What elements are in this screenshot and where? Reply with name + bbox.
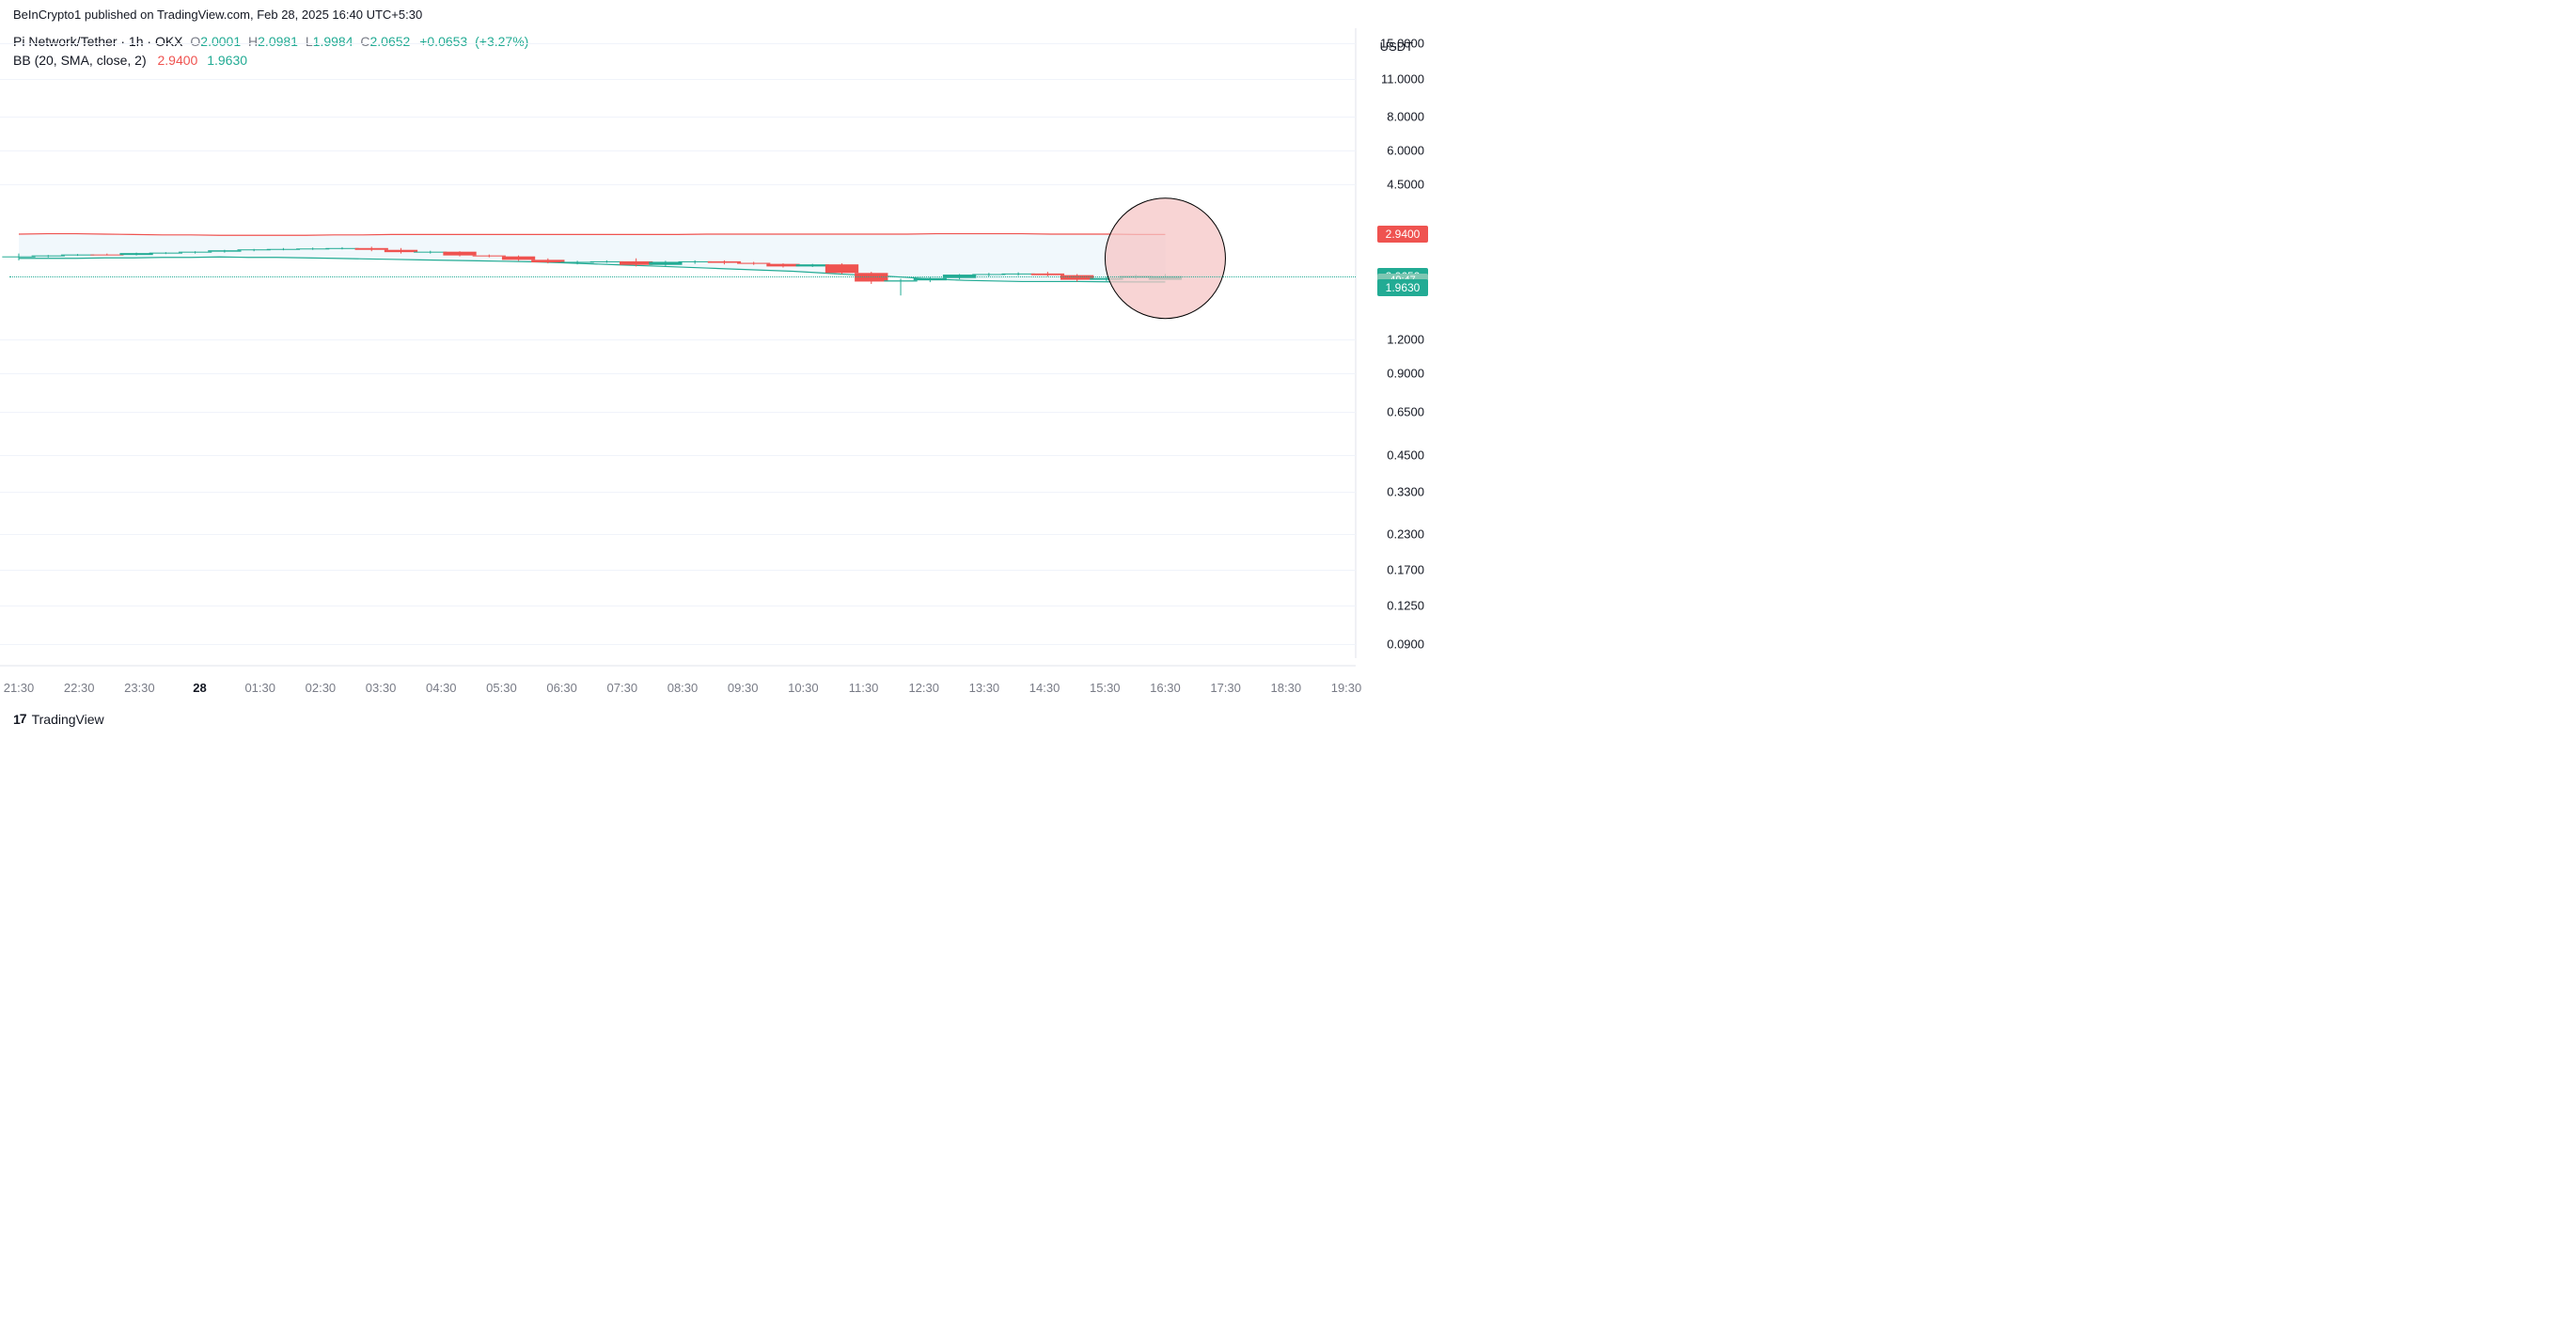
footer-brand: 17 TradingView — [13, 712, 104, 727]
candle-body — [649, 261, 682, 264]
candle-body — [325, 248, 358, 249]
candle-body — [61, 255, 94, 256]
x-tick-label: 04:30 — [426, 681, 457, 695]
chart-container: BeInCrypto1 published on TradingView.com… — [0, 0, 1436, 736]
candle-body — [766, 264, 799, 267]
grid-line — [0, 339, 1356, 340]
candle-body — [414, 252, 447, 253]
candle-body — [208, 250, 241, 251]
grid-line — [0, 184, 1356, 185]
grid-line — [0, 43, 1356, 44]
x-tick-label: 23:30 — [124, 681, 155, 695]
y-tick-label: 1.2000 — [1359, 333, 1424, 347]
candle-body — [119, 253, 152, 255]
x-tick-label: 10:30 — [788, 681, 819, 695]
plot-svg — [0, 0, 1436, 736]
x-tick-label: 21:30 — [4, 681, 35, 695]
candle-body — [590, 261, 623, 262]
grid-line — [0, 534, 1356, 535]
grid-line — [0, 150, 1356, 151]
y-tick-label: 0.2300 — [1359, 527, 1424, 541]
candle-body — [796, 264, 829, 266]
candle-body — [355, 248, 388, 250]
candle-body — [473, 256, 506, 257]
x-tick-label: 28 — [193, 681, 206, 695]
y-tick-label: 0.9000 — [1359, 367, 1424, 381]
grid-line — [0, 570, 1356, 571]
x-tick-label: 05:30 — [486, 681, 517, 695]
x-tick-label: 02:30 — [306, 681, 337, 695]
candle-body — [1001, 274, 1034, 275]
x-tick-label: 15:30 — [1090, 681, 1121, 695]
grid-line — [0, 412, 1356, 413]
candle-body — [267, 249, 300, 250]
price-tag: 2.9400 — [1377, 226, 1428, 243]
x-tick-label: 03:30 — [366, 681, 397, 695]
y-tick-label: 0.0900 — [1359, 637, 1424, 652]
y-tick-label: 8.0000 — [1359, 110, 1424, 124]
grid-line — [0, 373, 1356, 374]
current-price-line — [9, 276, 1356, 277]
candle-body — [179, 252, 212, 253]
y-tick-label: 4.5000 — [1359, 178, 1424, 192]
x-tick-label: 18:30 — [1271, 681, 1302, 695]
y-tick-label: 0.6500 — [1359, 405, 1424, 419]
grid-line — [0, 117, 1356, 118]
annotation-circle — [1105, 198, 1225, 319]
x-tick-label: 19:30 — [1331, 681, 1362, 695]
x-tick-label: 22:30 — [64, 681, 95, 695]
y-tick-label: 11.0000 — [1359, 72, 1424, 87]
candle-body — [90, 255, 123, 256]
x-tick-label: 06:30 — [546, 681, 577, 695]
candle-body — [502, 257, 535, 260]
x-tick-label: 11:30 — [849, 681, 879, 695]
candle-body — [679, 261, 712, 262]
x-tick-label: 01:30 — [244, 681, 275, 695]
candle-body — [443, 252, 476, 256]
candle-body — [737, 263, 770, 264]
candle-body — [149, 253, 182, 254]
candle-body — [296, 248, 329, 249]
grid-line — [0, 79, 1356, 80]
y-tick-label: 0.3300 — [1359, 484, 1424, 498]
price-tag: 1.9630 — [1377, 279, 1428, 296]
candle-body — [855, 273, 887, 281]
candle-body — [531, 260, 564, 262]
x-tick-label: 17:30 — [1210, 681, 1241, 695]
candle-body — [972, 274, 1005, 275]
grid-line — [0, 492, 1356, 493]
x-tick-label: 08:30 — [668, 681, 699, 695]
candle-body — [884, 280, 917, 281]
x-tick-label: 13:30 — [969, 681, 1000, 695]
y-tick-label: 15.0000 — [1359, 36, 1424, 50]
x-tick-label: 07:30 — [607, 681, 638, 695]
candle-body — [914, 278, 947, 280]
candle-body — [708, 261, 741, 263]
tradingview-logo-icon: 17 — [13, 712, 26, 727]
candle-body — [237, 249, 270, 250]
candle-body — [620, 261, 652, 265]
y-tick-label: 6.0000 — [1359, 144, 1424, 158]
grid-line — [0, 455, 1356, 456]
grid-line — [0, 644, 1356, 645]
candle-body — [32, 256, 65, 257]
x-tick-label: 12:30 — [908, 681, 939, 695]
x-tick-label: 09:30 — [728, 681, 759, 695]
candle-body — [2, 257, 35, 258]
brand-label: TradingView — [32, 712, 104, 727]
y-tick-label: 0.4500 — [1359, 449, 1424, 463]
y-tick-label: 0.1250 — [1359, 599, 1424, 613]
candle-body — [560, 261, 593, 262]
x-tick-label: 16:30 — [1150, 681, 1181, 695]
y-tick-label: 0.1700 — [1359, 562, 1424, 576]
candle-body — [825, 264, 858, 273]
x-tick-label: 14:30 — [1029, 681, 1060, 695]
candle-body — [1031, 274, 1064, 275]
candle-body — [385, 250, 417, 252]
